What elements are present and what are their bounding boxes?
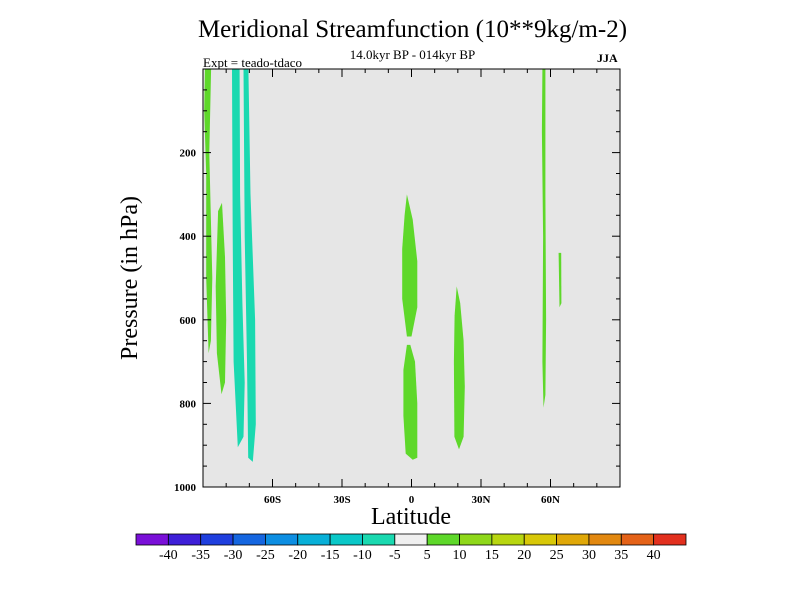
- x-tick-label: 0: [409, 494, 415, 506]
- colorbar-swatch: [620, 533, 655, 546]
- colorbar-label: -40: [159, 548, 178, 563]
- y-tick-label: 600: [180, 315, 197, 327]
- contour-region-band-eq-lower: [403, 344, 418, 460]
- colorbar-swatch: [135, 533, 169, 546]
- colorbar-swatch: [653, 533, 687, 546]
- colorbar-swatch: [459, 533, 493, 546]
- colorbar-swatch: [200, 533, 234, 546]
- colorbar-swatch: [426, 533, 460, 546]
- colorbar-label: -5: [389, 548, 401, 563]
- colorbar-label: 20: [517, 548, 531, 563]
- contour-region-band-64n: [558, 252, 562, 308]
- contour-region-band-65s-upper: [204, 69, 213, 354]
- contour-region-band-20n: [453, 286, 465, 450]
- colorbar-swatch: [523, 533, 557, 546]
- colorbar-swatch: [265, 533, 299, 546]
- x-axis-label: Latitude: [371, 504, 451, 530]
- contour-region-band-57n: [541, 69, 547, 408]
- y-axis-label: Pressure (in hPa): [117, 196, 143, 360]
- colorbar-swatch: [394, 533, 428, 546]
- x-tick-label: 60S: [264, 494, 281, 506]
- colorbar-label: 15: [485, 548, 499, 563]
- x-tick-label: 30S: [333, 494, 350, 506]
- y-tick-label: 400: [180, 231, 197, 243]
- colorbar-swatch: [588, 533, 622, 546]
- colorbar-swatch: [167, 533, 202, 546]
- colorbar-label: 5: [424, 548, 431, 563]
- colorbar-swatch: [297, 533, 331, 546]
- colorbar-swatch: [491, 533, 525, 546]
- colorbar-label: 35: [614, 548, 628, 563]
- y-tick-label: 200: [180, 148, 197, 160]
- colorbar-label: -25: [256, 548, 275, 563]
- colorbar-label: 25: [550, 548, 564, 563]
- colorbar-label: -35: [191, 548, 210, 563]
- x-tick-label: 30N: [472, 494, 491, 506]
- colorbar-swatch: [362, 533, 396, 546]
- contour-region-band-68s-left: [232, 69, 245, 448]
- colorbar-label: -30: [224, 548, 243, 563]
- colorbar-swatch: [556, 533, 590, 546]
- season-label: JJA: [597, 51, 618, 65]
- colorbar-label: 10: [453, 548, 467, 563]
- colorbar-label: 40: [647, 548, 661, 563]
- y-tick-label: 1000: [174, 482, 197, 494]
- colorbar-swatch: [329, 533, 363, 546]
- colorbar-label: -10: [353, 548, 372, 563]
- experiment-label: Expt = teado-tdaco: [203, 55, 303, 70]
- contour-region-band-eq-upper: [402, 194, 418, 337]
- x-tick-label: 60N: [541, 494, 560, 506]
- contour-region-band-68s-right: [243, 69, 256, 462]
- contour-region-band-65s-lower: [215, 202, 227, 395]
- colorbar-label: -15: [321, 548, 340, 563]
- chart-subtitle: 14.0kyr BP - 014kyr BP: [349, 47, 476, 62]
- colorbar-swatch: [232, 533, 266, 546]
- chart-title: Meridional Streamfunction (10**9kg/m-2): [197, 16, 628, 43]
- colorbar-label: 30: [582, 548, 596, 563]
- y-tick-label: 800: [180, 398, 197, 410]
- colorbar-label: -20: [288, 548, 307, 563]
